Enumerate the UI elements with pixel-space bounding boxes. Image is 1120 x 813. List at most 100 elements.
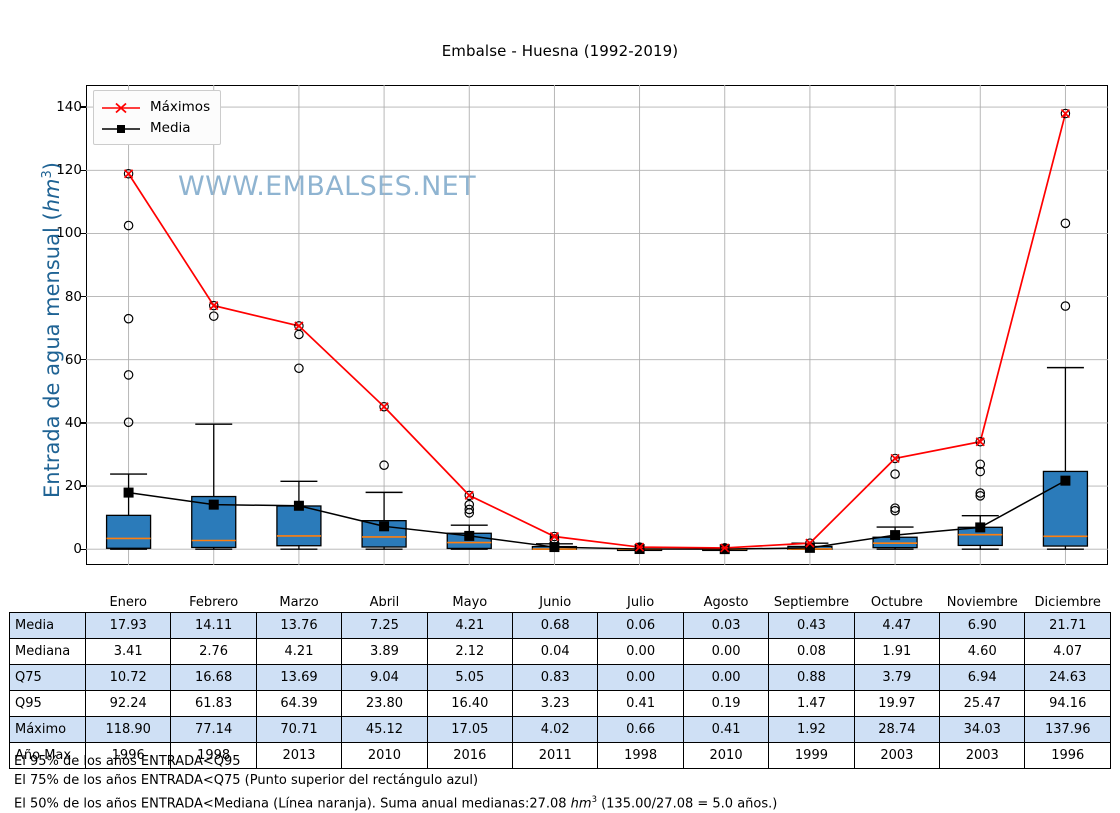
outlier-point	[123, 417, 134, 428]
table-cell: 4.47	[853, 612, 941, 639]
box-rect	[276, 505, 322, 547]
y-axis-unit: hm	[40, 178, 64, 213]
table-cell: 1.91	[853, 638, 941, 665]
marker-x-stroke	[123, 169, 134, 179]
outlier-point	[294, 363, 304, 374]
table-column-header: Marzo	[256, 589, 342, 613]
table-cell: 0.88	[768, 664, 855, 691]
footnote: El 75% de los años ENTRADA<Q75 (Punto su…	[14, 771, 1104, 790]
plot-area	[86, 85, 1108, 565]
outlier-point	[1060, 218, 1071, 229]
table-cell: 1996	[84, 742, 172, 769]
table-cell: 70.71	[255, 716, 343, 743]
series-marker-maximos	[719, 543, 730, 553]
table-cell: 4.21	[255, 638, 343, 665]
boxplot-marzo	[276, 329, 322, 550]
table-cell: 16.40	[426, 690, 514, 717]
table-row: Mediana 3.41 2.76 4.21 3.89 2.12 0.04 0.00 0.00 0…	[9, 638, 1111, 665]
table-cell: 17.93	[84, 612, 172, 639]
boxplot-noviembre	[957, 459, 1003, 550]
marker-x-stroke	[294, 321, 304, 331]
table-cell: 92.24	[84, 690, 172, 717]
footnote-text-end: (135.00/27.08 = 5.0 años.)	[596, 796, 778, 812]
outlier-point	[890, 505, 900, 516]
table-cell: 3.79	[853, 664, 941, 691]
y-axis-tick-mark	[80, 422, 86, 424]
table-cell: 1998	[597, 742, 684, 769]
series-marker-maximos	[634, 542, 645, 552]
table-column-header: Diciembre	[1024, 589, 1111, 613]
table-cell: 1.47	[768, 690, 855, 717]
marker-x-stroke	[464, 490, 474, 500]
table-cell: 2.12	[426, 638, 514, 665]
legend-label-media: Media	[150, 119, 191, 136]
marker-circle	[975, 436, 985, 447]
table-column-header: Enero	[85, 589, 171, 613]
table-column-header: Junio	[512, 589, 598, 613]
y-axis-tick-mark	[80, 295, 86, 298]
table-cell: 3.89	[341, 638, 428, 665]
series-marker-maximos	[1060, 108, 1071, 119]
table-column-header: Febrero	[170, 589, 257, 613]
table-cell: 10.72	[84, 664, 172, 691]
table-cell: 6.90	[939, 612, 1026, 639]
table-row-header: Mediana	[9, 638, 86, 665]
table-cell: 1996	[1024, 742, 1111, 769]
table-cell: 2003	[939, 742, 1026, 769]
table-cell: 0.00	[682, 638, 770, 665]
outlier-point	[975, 466, 986, 477]
table-cell: 24.63	[1024, 664, 1111, 691]
marker-x-stroke	[720, 543, 730, 553]
table-cell: 2013	[255, 742, 343, 769]
table-row-header: Q95	[9, 690, 86, 717]
table-column-header: Julio	[597, 589, 684, 613]
series-marker-maximos	[549, 531, 560, 542]
marker-circle	[294, 321, 304, 331]
y-axis-tick-mark	[80, 485, 86, 487]
series-line-maximos	[127, 113, 1067, 549]
table-cell: 3.23	[512, 690, 599, 717]
y-axis-tick-mark	[80, 359, 86, 361]
table-cell: 2010	[341, 742, 428, 769]
y-axis-tick-label: 140	[56, 99, 82, 116]
series-marker-maximos	[975, 436, 985, 447]
table-cell: 0.04	[512, 638, 599, 665]
outlier-point	[975, 491, 986, 501]
grid-lines	[86, 85, 1108, 565]
y-axis-tick-label: 40	[64, 414, 82, 431]
table-cell: 94.16	[1024, 690, 1111, 717]
outlier-point	[975, 488, 986, 498]
outlier-point	[123, 370, 134, 380]
table-cell: 77.14	[170, 716, 257, 743]
table-row-header: Q75	[9, 664, 86, 691]
marker-circle	[805, 538, 815, 548]
marker-x-stroke	[209, 301, 219, 311]
y-axis-tick-label: 80	[64, 288, 82, 305]
series-marker-maximos	[464, 490, 474, 501]
table-cell: 4.07	[1024, 638, 1111, 665]
series-marker-media	[975, 522, 986, 533]
table-cell: 137.96	[1024, 716, 1111, 743]
table-cell: 61.83	[170, 690, 257, 717]
outlier-point	[975, 459, 986, 470]
footnote-exponent: 3	[591, 794, 597, 804]
footnote: El 50% de los años ENTRADA<Mediana (Líne…	[14, 790, 1104, 813]
table-row: Q75 10.72 16.68 13.69 9.04 5.05 0.83 0.00 0.00 0.…	[9, 664, 1111, 691]
series-marker-media	[208, 499, 219, 510]
table-column-header: Septiembre	[768, 589, 855, 613]
y-axis-tick-label: 120	[56, 162, 82, 179]
marker-x-stroke	[805, 538, 815, 548]
y-axis-tick-label: 100	[56, 225, 82, 242]
table-cell: 1.92	[768, 716, 855, 743]
table-column-header: Abril	[341, 589, 428, 613]
marker-circle	[890, 453, 900, 464]
marker-circle	[719, 543, 730, 553]
y-axis-tick-label: 0	[73, 541, 82, 558]
table-row: Media 17.93 14.11 13.76 7.25 4.21 0.68 0.06 0.03…	[9, 612, 1111, 639]
series-marker-media	[1060, 475, 1071, 486]
table-cell: 13.69	[255, 664, 343, 691]
legend-marker-x-icon	[101, 100, 141, 114]
table-row: Máximo 118.90 77.14 70.71 45.12 17.05 4.02 0.66…	[9, 716, 1111, 743]
marker-x-stroke	[1060, 108, 1071, 119]
